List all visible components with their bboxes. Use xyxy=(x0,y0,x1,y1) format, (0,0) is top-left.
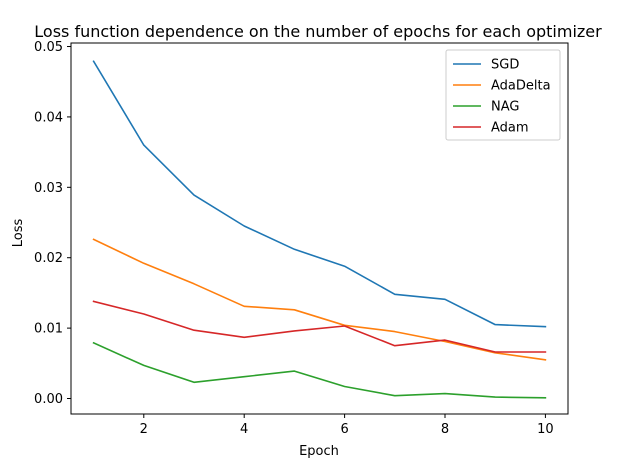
x-tick-label: 6 xyxy=(340,422,348,437)
legend-label-nag: NAG xyxy=(491,100,519,115)
series-line-nag xyxy=(92,341,547,399)
y-tick-label: 0.01 xyxy=(34,322,63,337)
legend-label-sgd: SGD xyxy=(491,58,519,73)
x-tick-label: 4 xyxy=(240,422,248,437)
legend-box xyxy=(445,49,561,141)
x-tick-label: 2 xyxy=(140,422,148,437)
plot-frame xyxy=(70,42,569,415)
series-line-adam xyxy=(92,300,547,353)
legend-label-adam: Adam xyxy=(491,121,529,136)
y-axis: 0.00 0.01 0.02 0.03 0.04 0.05 xyxy=(34,40,71,407)
series-group xyxy=(92,60,547,399)
x-axis: 2 4 6 8 10 xyxy=(140,414,554,437)
series-line-sgd xyxy=(92,60,547,328)
y-tick-label: 0.02 xyxy=(34,251,63,266)
y-tick-label: 0.05 xyxy=(34,40,63,55)
plot-area xyxy=(70,42,569,415)
y-axis-label: Loss xyxy=(11,219,26,248)
series-line-adadelta xyxy=(92,238,547,361)
y-tick-label: 0.04 xyxy=(34,110,63,125)
chart-title: Loss function dependence on the number o… xyxy=(34,22,602,41)
y-tick-label: 0.00 xyxy=(34,392,63,407)
legend: SGD AdaDelta NAG Adam xyxy=(445,49,561,141)
y-tick-label: 0.03 xyxy=(34,181,63,196)
legend-label-adadelta: AdaDelta xyxy=(491,79,551,94)
x-tick-label: 8 xyxy=(441,422,449,437)
x-tick-label: 10 xyxy=(537,422,554,437)
x-axis-label: Epoch xyxy=(299,444,339,459)
